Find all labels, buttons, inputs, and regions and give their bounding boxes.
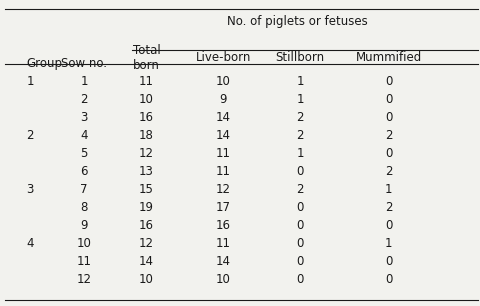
Text: 0: 0 [296, 219, 304, 232]
Text: 0: 0 [296, 273, 304, 286]
Text: 16: 16 [216, 219, 231, 232]
Text: Stillborn: Stillborn [276, 51, 324, 64]
Text: 10: 10 [139, 93, 154, 106]
Text: 2: 2 [385, 129, 393, 142]
Text: 11: 11 [76, 255, 92, 268]
Text: Live-born: Live-born [195, 51, 251, 64]
Text: 12: 12 [139, 237, 154, 250]
Text: 10: 10 [139, 273, 154, 286]
Text: Group: Group [26, 57, 62, 69]
Text: 16: 16 [139, 219, 154, 232]
Text: 4: 4 [80, 129, 88, 142]
Text: 11: 11 [139, 75, 154, 88]
Text: 14: 14 [216, 111, 231, 124]
Text: Sow no.: Sow no. [61, 57, 107, 69]
Text: 19: 19 [139, 201, 154, 214]
Text: 0: 0 [385, 147, 393, 160]
Text: 0: 0 [296, 165, 304, 178]
Text: 0: 0 [385, 255, 393, 268]
Text: Total
born: Total born [132, 43, 160, 72]
Text: No. of piglets or fetuses: No. of piglets or fetuses [227, 15, 368, 28]
Text: 11: 11 [216, 237, 231, 250]
Text: 0: 0 [385, 111, 393, 124]
Text: 3: 3 [26, 183, 34, 196]
Text: 4: 4 [26, 237, 34, 250]
Text: 1: 1 [26, 75, 34, 88]
Text: 0: 0 [296, 237, 304, 250]
Text: 6: 6 [80, 165, 88, 178]
Text: 3: 3 [80, 111, 88, 124]
Text: 0: 0 [296, 201, 304, 214]
Text: 7: 7 [80, 183, 88, 196]
Text: 2: 2 [296, 111, 304, 124]
Text: 14: 14 [216, 255, 231, 268]
Text: 15: 15 [139, 183, 154, 196]
Text: 17: 17 [216, 201, 231, 214]
Text: Mummified: Mummified [356, 51, 422, 64]
Text: 12: 12 [139, 147, 154, 160]
Text: 1: 1 [296, 147, 304, 160]
Text: 1: 1 [385, 183, 393, 196]
Text: 14: 14 [216, 129, 231, 142]
Text: 2: 2 [385, 201, 393, 214]
Text: 13: 13 [139, 165, 154, 178]
Text: 10: 10 [216, 273, 230, 286]
Text: 10: 10 [77, 237, 91, 250]
Text: 9: 9 [219, 93, 227, 106]
Text: 14: 14 [139, 255, 154, 268]
Text: 2: 2 [385, 165, 393, 178]
Text: 2: 2 [80, 93, 88, 106]
Text: 2: 2 [26, 129, 34, 142]
Text: 12: 12 [76, 273, 92, 286]
Text: 0: 0 [296, 255, 304, 268]
Text: 11: 11 [216, 147, 231, 160]
Text: 0: 0 [385, 219, 393, 232]
Text: 0: 0 [385, 93, 393, 106]
Text: 1: 1 [296, 93, 304, 106]
Text: 8: 8 [80, 201, 88, 214]
Text: 16: 16 [139, 111, 154, 124]
Text: 1: 1 [80, 75, 88, 88]
Text: 0: 0 [385, 273, 393, 286]
Text: 2: 2 [296, 129, 304, 142]
Text: 1: 1 [385, 237, 393, 250]
Text: 12: 12 [216, 183, 231, 196]
Text: 10: 10 [216, 75, 230, 88]
Text: 2: 2 [296, 183, 304, 196]
Text: 9: 9 [80, 219, 88, 232]
Text: 0: 0 [385, 75, 393, 88]
Text: 11: 11 [216, 165, 231, 178]
Text: 5: 5 [80, 147, 88, 160]
Text: 1: 1 [296, 75, 304, 88]
Text: 18: 18 [139, 129, 154, 142]
